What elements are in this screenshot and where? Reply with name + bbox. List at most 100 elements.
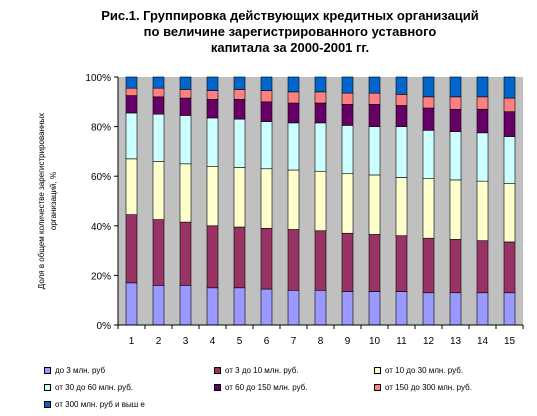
bar-segment [341, 76, 354, 94]
legend-item: от 10 до 30 млн. руб. [374, 366, 463, 375]
x-tick-label: 13 [450, 336, 462, 347]
x-tick-label: 2 [156, 336, 162, 347]
x-tick-label: 9 [345, 336, 351, 347]
legend-item: от 30 до 60 млн. руб. [44, 383, 133, 392]
bar-segment [368, 174, 381, 235]
bar-segment [233, 118, 246, 168]
bar-segment [179, 89, 192, 99]
bar-segment [395, 76, 408, 95]
bar-segment [341, 291, 354, 326]
bar-segment [125, 112, 138, 160]
chart-title: Рис.1. Группировка действующих кредитных… [60, 8, 520, 56]
x-tick-label: 11 [396, 336, 407, 347]
bar-segment [395, 94, 408, 106]
bar-segment [233, 287, 246, 326]
bar-segment [422, 237, 435, 294]
bar-segment [341, 232, 354, 292]
bar-segment [395, 105, 408, 127]
y-tick-label: 80% [91, 123, 111, 134]
x-tick-label: 3 [183, 336, 189, 347]
legend-label: от 3 до 10 млн. руб. [225, 366, 299, 375]
bar-segment [449, 96, 462, 110]
y-tick-label: 20% [91, 271, 111, 282]
bar-segment [422, 76, 435, 98]
bar-segment [287, 229, 300, 291]
y-axis-label: Доля в общем количестве зарегистрированн… [37, 113, 46, 289]
bar-segment [287, 169, 300, 230]
legend-swatch [214, 384, 221, 391]
bar-segment [206, 225, 219, 289]
bar-segment [233, 89, 246, 100]
bar-segment [449, 108, 462, 132]
legend-label: от 150 до 300 млн. руб. [385, 383, 472, 392]
bar-segment [341, 173, 354, 234]
bar-segment [449, 131, 462, 181]
y-tick-label: 100% [85, 73, 111, 84]
bar-segment [341, 92, 354, 105]
legend-label: от 10 до 30 млн. руб. [385, 366, 464, 375]
bar-segment [206, 99, 219, 119]
bar-segment [503, 292, 516, 326]
bar-segment [476, 96, 489, 110]
x-tick-label: 8 [318, 336, 324, 347]
bar-segment [233, 76, 246, 90]
bar-segment [476, 180, 489, 241]
bar-segment [368, 126, 381, 176]
legend-item: от 150 до 300 млн. руб. [374, 383, 472, 392]
bar-segment [125, 282, 138, 326]
bar-segment [449, 76, 462, 98]
bar-segment [287, 102, 300, 124]
bar-segment [152, 161, 165, 220]
bar-segment [152, 219, 165, 286]
bar-segment [395, 126, 408, 178]
legend-swatch [374, 367, 381, 374]
legend-label: от 300 млн. руб и выш е [55, 400, 145, 409]
bar-segment [233, 99, 246, 120]
y-tick-label: 0% [97, 321, 112, 332]
bar-segment [422, 96, 435, 109]
bar-segment [260, 76, 273, 91]
bar-segment [368, 103, 381, 127]
bar-segment [314, 102, 327, 124]
bar-segment [179, 97, 192, 116]
bar-segment [206, 165, 219, 227]
bar-segment [314, 170, 327, 232]
legend-label: от 60 до 150 млн. руб. [225, 383, 308, 392]
bar-segment [152, 113, 165, 162]
bar-segment [287, 122, 300, 171]
bar-segment [503, 241, 516, 294]
bar-segment [341, 125, 354, 175]
x-tick-label: 6 [264, 336, 270, 347]
bar-segment [287, 76, 300, 93]
bar-segment [368, 234, 381, 292]
bar-segment [395, 235, 408, 292]
bar-segment [449, 239, 462, 294]
x-tick-label: 4 [210, 336, 216, 347]
bar-segment [125, 214, 138, 284]
bar-segment [314, 91, 327, 104]
legend-item: от 300 млн. руб и выш е [44, 400, 145, 409]
y-tick-label: 60% [91, 172, 111, 183]
bar-segment [314, 122, 327, 172]
bar-segment [125, 87, 138, 96]
bar-segment [233, 226, 246, 289]
x-tick-label: 1 [129, 336, 135, 347]
bar-segment [314, 289, 327, 326]
bar-segment [260, 101, 273, 122]
y-tick-label: 40% [91, 222, 111, 233]
legend-swatch [214, 367, 221, 374]
bar-segment [314, 76, 327, 93]
legend-item: от 60 до 150 млн. руб. [214, 383, 307, 392]
y-axis-label: организаций, % [49, 172, 58, 230]
bar-segment [422, 130, 435, 179]
bar-segment [287, 91, 300, 104]
legend-swatch [374, 384, 381, 391]
x-tick-label: 15 [504, 336, 516, 347]
bar-segment [476, 132, 489, 182]
x-tick-label: 12 [423, 336, 435, 347]
bar-segment [206, 76, 219, 91]
bar-segment [503, 97, 516, 113]
chart-title-line: капитала за 2000-2001 гг. [210, 40, 370, 55]
bar-segment [179, 221, 192, 286]
bar-segment [422, 178, 435, 239]
